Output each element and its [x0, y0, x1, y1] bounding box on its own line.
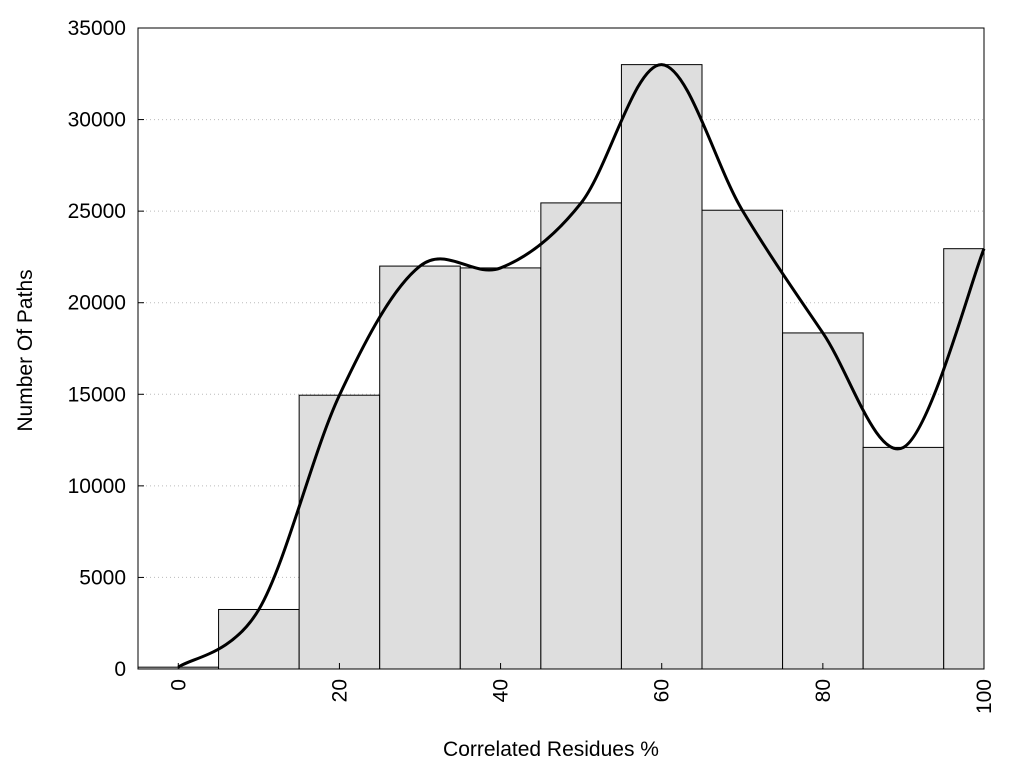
histogram-bar [218, 608, 300, 670]
y-tick-label: 25000 [68, 200, 126, 223]
y-tick-label: 5000 [79, 566, 126, 589]
histogram-bar [782, 332, 864, 670]
x-tick-label: 0 [167, 679, 190, 691]
y-tick-label: 35000 [68, 17, 126, 40]
x-tick-label: 40 [490, 679, 513, 702]
y-axis-ticks: 0 5000 10000 15000 20000 25000 30000 35000 [68, 17, 144, 681]
y-tick-label: 30000 [68, 109, 126, 132]
x-axis-title: Correlated Residues % [443, 738, 659, 761]
y-tick-label: 15000 [68, 383, 126, 406]
x-tick-label: 80 [812, 679, 835, 702]
histogram-bar [862, 446, 945, 670]
smooth-line [177, 63, 986, 669]
histogram-bars [137, 64, 985, 670]
y-axis-title: Number Of Paths [14, 269, 37, 431]
x-tick-label: 20 [328, 679, 351, 702]
histogram-bar [459, 267, 542, 670]
x-tick-label: 60 [651, 679, 674, 702]
plot-frame [137, 27, 985, 670]
y-tick-label: 0 [114, 658, 126, 681]
histogram-bar [298, 394, 381, 670]
x-tick-label: 100 [973, 679, 996, 714]
smooth-curve [177, 63, 986, 669]
histogram-bar [379, 265, 461, 670]
histogram-bar [620, 64, 703, 670]
x-axis-ticks: 0 20 40 60 80 100 [167, 663, 996, 714]
histogram-bar [540, 202, 622, 670]
y-tick-label: 20000 [68, 292, 126, 315]
y-tick-label: 10000 [68, 475, 126, 498]
histogram-bar [701, 209, 784, 670]
